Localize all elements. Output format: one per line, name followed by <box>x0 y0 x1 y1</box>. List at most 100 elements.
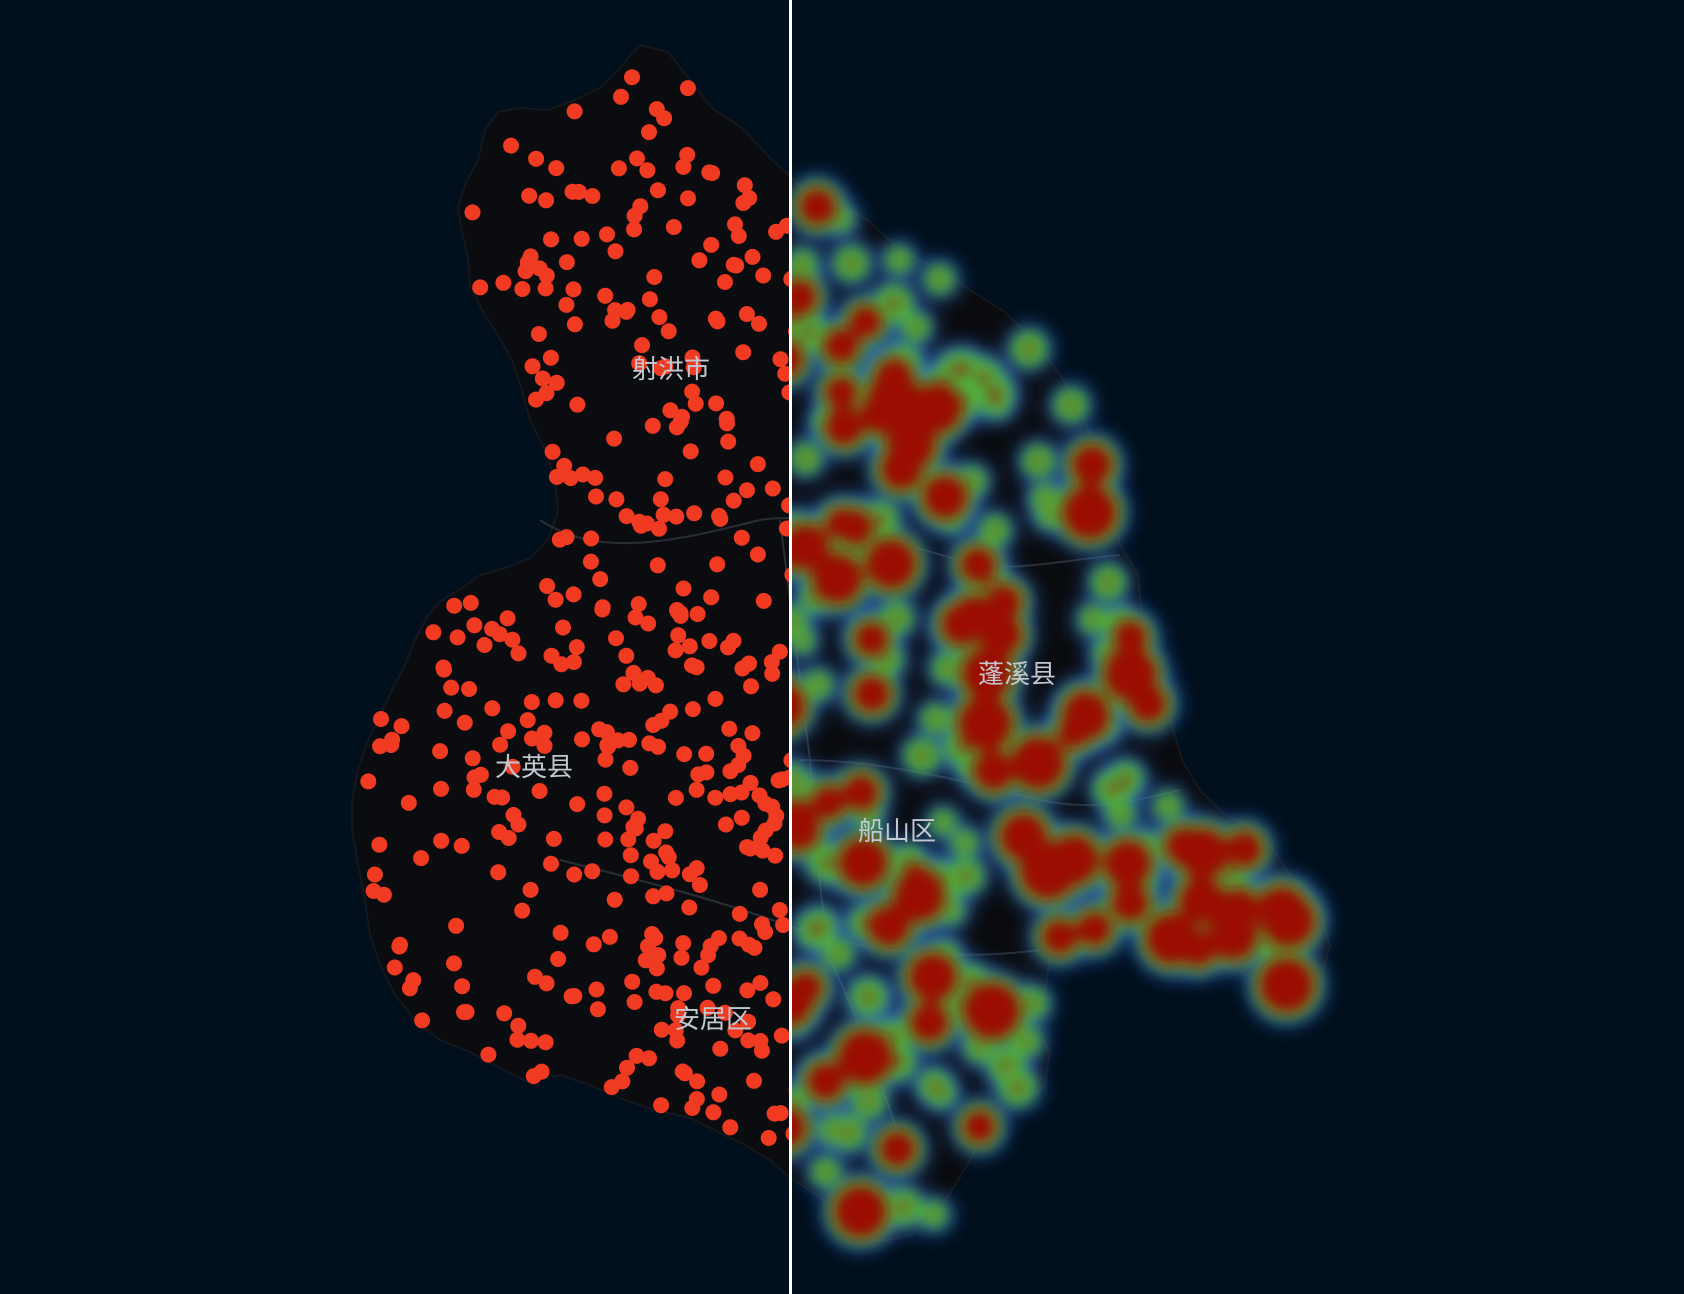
map-point <box>687 395 704 412</box>
map-point <box>733 809 750 826</box>
map-point <box>751 315 767 332</box>
map-point <box>722 786 739 803</box>
map-point <box>486 788 503 805</box>
map-point <box>775 917 790 933</box>
map-point <box>604 312 621 329</box>
map-point <box>597 751 614 768</box>
map-point <box>565 586 582 603</box>
map-point <box>754 842 771 859</box>
heat-core <box>1116 619 1125 628</box>
map-point <box>490 864 507 881</box>
map-point <box>528 150 545 167</box>
map-point <box>538 267 555 284</box>
heat-core <box>848 304 883 340</box>
map-point <box>603 1079 620 1096</box>
heat-core <box>790 1097 797 1104</box>
map-point <box>709 556 726 573</box>
map-point <box>719 415 735 432</box>
heat-core <box>875 514 886 525</box>
map-point <box>735 344 752 361</box>
map-point <box>703 236 720 253</box>
map-point <box>371 836 388 853</box>
map-point <box>755 267 772 284</box>
map-point <box>784 567 790 583</box>
heat-core <box>962 1109 997 1144</box>
heat-core <box>865 813 871 819</box>
map-point <box>597 831 614 848</box>
map-point <box>634 337 651 354</box>
map-point <box>504 758 521 775</box>
heat-core <box>1045 880 1053 888</box>
map-point <box>742 774 759 791</box>
map-point <box>551 531 568 548</box>
map-point <box>524 358 541 375</box>
map-point <box>480 1046 497 1063</box>
map-point <box>704 165 721 181</box>
map-point <box>510 645 527 662</box>
heat-core <box>1225 868 1235 877</box>
heat-core <box>810 784 847 821</box>
map-point <box>573 692 590 709</box>
map-point <box>622 759 639 776</box>
heat-core <box>1061 484 1118 541</box>
map-point <box>514 902 531 919</box>
map-point <box>688 659 705 676</box>
map-point <box>464 204 481 221</box>
map-point <box>711 507 728 524</box>
heat-core <box>950 364 961 375</box>
map-point <box>703 589 720 606</box>
heat-core <box>853 621 890 658</box>
map-point <box>548 374 565 391</box>
heat-core <box>939 376 946 383</box>
map-point <box>771 643 788 660</box>
map-point <box>736 177 753 194</box>
heat-core <box>961 871 971 881</box>
heat-core <box>1270 943 1277 950</box>
heat-core <box>939 602 984 647</box>
heat-core <box>1102 838 1153 889</box>
map-point <box>574 466 591 483</box>
map-point <box>688 781 705 798</box>
map-point <box>610 160 627 177</box>
heat-core <box>932 715 940 723</box>
map-point <box>583 530 600 547</box>
map-point <box>432 743 449 760</box>
map-point <box>608 491 625 508</box>
map-point <box>768 223 785 240</box>
heat-core <box>907 951 958 1003</box>
heat-core <box>1110 882 1151 923</box>
map-point <box>693 959 710 976</box>
swipe-divider-handle[interactable] <box>789 0 792 1294</box>
heat-core <box>1024 344 1034 354</box>
map-point <box>740 1013 757 1030</box>
map-point <box>651 520 667 537</box>
map-point <box>783 752 790 769</box>
map-point <box>543 231 559 248</box>
map-point <box>472 766 489 783</box>
map-point <box>562 470 579 487</box>
map-point <box>764 665 781 682</box>
map-point <box>641 1050 657 1067</box>
heat-core <box>823 406 865 448</box>
map-point <box>740 936 757 953</box>
map-point <box>519 712 536 729</box>
map-point <box>766 815 783 832</box>
map-point <box>505 807 522 823</box>
map-point <box>773 1027 790 1044</box>
heat-core <box>1164 802 1172 810</box>
map-point <box>653 1097 670 1114</box>
map-point <box>652 491 669 508</box>
map-point <box>510 1017 527 1034</box>
map-point <box>752 881 769 898</box>
map-point <box>543 855 559 872</box>
heat-core <box>936 275 944 283</box>
map-point <box>744 725 761 742</box>
heat-core <box>1066 400 1076 410</box>
map-point <box>645 888 662 905</box>
map-point <box>547 591 564 608</box>
heat-core <box>1010 735 1067 791</box>
map-point <box>618 647 635 664</box>
heat-core <box>1064 694 1111 741</box>
